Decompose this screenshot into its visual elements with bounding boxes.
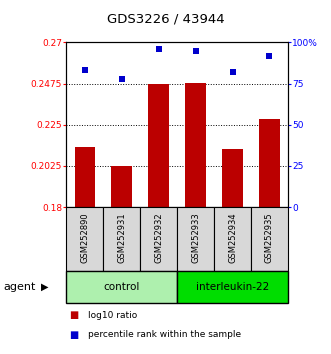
Text: GSM252934: GSM252934 — [228, 212, 237, 263]
Text: GSM252931: GSM252931 — [117, 212, 126, 263]
Bar — [112, 166, 132, 207]
Text: log10 ratio: log10 ratio — [88, 310, 137, 320]
Text: ▶: ▶ — [41, 282, 48, 292]
Bar — [177, 207, 214, 271]
Text: GSM252932: GSM252932 — [154, 212, 163, 263]
Text: agent: agent — [3, 282, 36, 292]
Text: interleukin-22: interleukin-22 — [196, 282, 269, 292]
Bar — [66, 271, 177, 303]
Bar — [214, 207, 251, 271]
Bar — [66, 207, 103, 271]
Bar — [148, 84, 169, 207]
Text: GDS3226 / 43944: GDS3226 / 43944 — [107, 13, 224, 26]
Text: GSM252935: GSM252935 — [265, 212, 274, 263]
Bar — [74, 147, 95, 207]
Bar — [259, 119, 280, 207]
Text: GSM252890: GSM252890 — [80, 212, 89, 263]
Text: GSM252933: GSM252933 — [191, 212, 200, 263]
Text: percentile rank within the sample: percentile rank within the sample — [88, 330, 241, 339]
Bar — [140, 207, 177, 271]
Bar — [103, 207, 140, 271]
Bar — [222, 149, 243, 207]
Bar — [177, 271, 288, 303]
Bar — [185, 83, 206, 207]
Text: ■: ■ — [70, 310, 79, 320]
Bar — [251, 207, 288, 271]
Text: control: control — [104, 282, 140, 292]
Text: ■: ■ — [70, 330, 79, 339]
